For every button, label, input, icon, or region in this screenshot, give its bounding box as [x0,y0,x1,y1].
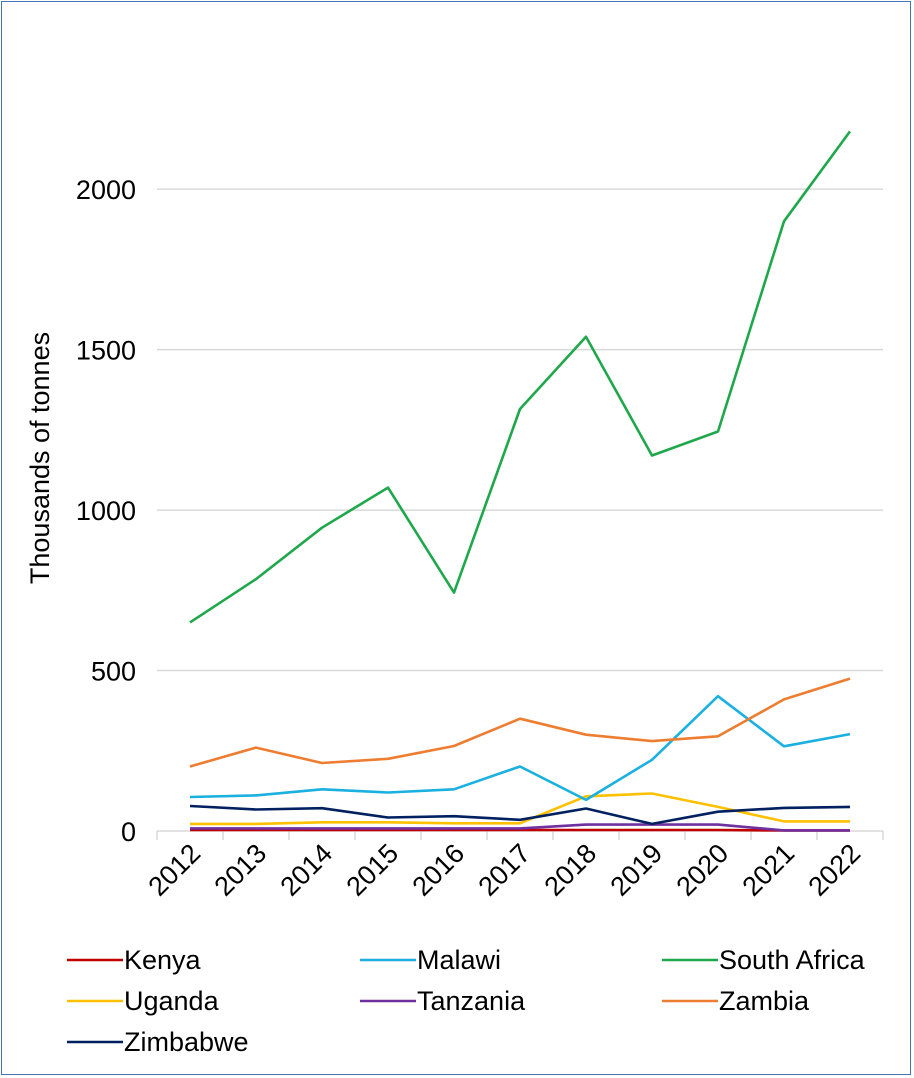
gridlines [157,188,883,672]
legend-label: Kenya [124,945,202,975]
x-tick-label: 2012 [143,838,207,902]
y-tick-labels: 0 500 1000 1500 2000 [76,175,136,847]
y-tick-label: 0 [121,817,136,847]
legend-label: Malawi [417,945,501,975]
y-tick-label: 1500 [76,336,136,366]
legend-label: South Africa [719,945,866,975]
series-lines [189,130,852,832]
legend-label: Zambia [719,986,810,1016]
y-axis-title: Thousands of tonnes [25,332,55,584]
x-tick-label: 2014 [275,838,339,902]
y-tick-label: 1000 [76,496,136,526]
series-line-zambia [189,677,851,768]
legend: Kenya Malawi South Africa Uganda Tanzania Zam… [67,945,866,1057]
x-tick-label: 2021 [737,838,801,902]
x-tick-label: 2017 [473,838,537,902]
x-tick-label: 2015 [341,838,405,902]
series-line-south-africa [189,130,852,624]
x-tick-label: 2019 [605,838,669,902]
legend-label: Uganda [124,986,220,1016]
x-tick-label: 2016 [407,838,471,902]
series-line-zimbabwe [189,804,851,826]
axes [156,830,884,840]
y-tick-label: 2000 [76,175,136,205]
series-line-malawi [189,694,851,802]
x-tick-label: 2022 [803,838,867,902]
x-tick-label: 2013 [209,838,273,902]
x-tick-label: 2018 [539,838,603,902]
series-line-tanzania [190,823,850,832]
legend-label: Tanzania [417,986,526,1016]
x-tick-label: 2020 [671,838,735,902]
y-tick-label: 500 [91,657,136,687]
legend-label: Zimbabwe [124,1027,249,1057]
x-tick-labels: 2012 2013 2014 2015 2016 2017 2018 2019 2020 2021… [143,838,867,902]
